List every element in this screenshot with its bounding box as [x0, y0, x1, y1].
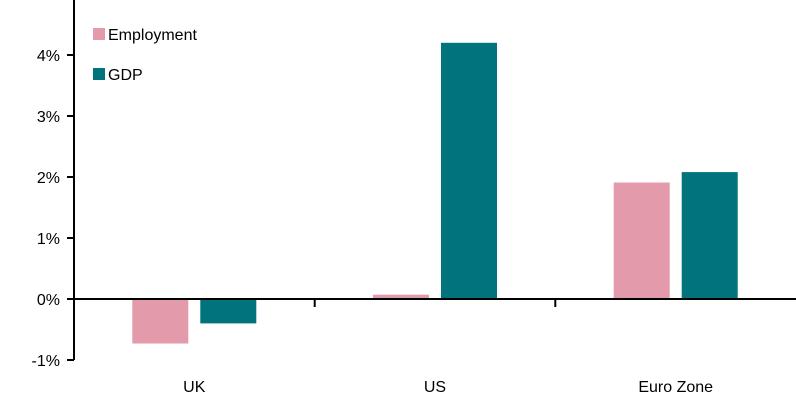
x-axis-ticks: UK US Euro Zone: [183, 379, 713, 396]
y-tick-label: 2%: [37, 170, 60, 187]
x-tick-label: US: [424, 379, 446, 396]
x-tick-label: Euro Zone: [638, 379, 713, 396]
bar-gdp-euro-zone: [681, 172, 738, 299]
legend-label-employment: Employment: [108, 27, 197, 44]
y-tick-label: 0%: [37, 292, 60, 309]
bar-employment-uk: [132, 299, 189, 344]
y-tick-label: 4%: [37, 48, 60, 65]
y-tick-label: 3%: [37, 109, 60, 126]
legend-swatch-gdp: [93, 68, 105, 80]
x-tick-label: UK: [183, 379, 206, 396]
bar-employment-us: [373, 294, 429, 299]
bars-layer: [132, 42, 738, 344]
bar-employment-euro-zone: [613, 182, 670, 299]
legend-swatch-employment: [93, 28, 105, 40]
y-tick-label: -1%: [32, 353, 60, 370]
y-axis-ticks: -1% 0% 1% 2% 3% 4% 5%: [32, 0, 74, 370]
bar-gdp-uk: [200, 299, 257, 324]
bar-gdp-us: [441, 42, 497, 300]
legend: Employment GDP: [93, 27, 197, 84]
y-tick-label: 1%: [37, 231, 60, 248]
y-tick-label-partial: 5%: [37, 0, 60, 4]
legend-label-gdp: GDP: [108, 67, 143, 84]
